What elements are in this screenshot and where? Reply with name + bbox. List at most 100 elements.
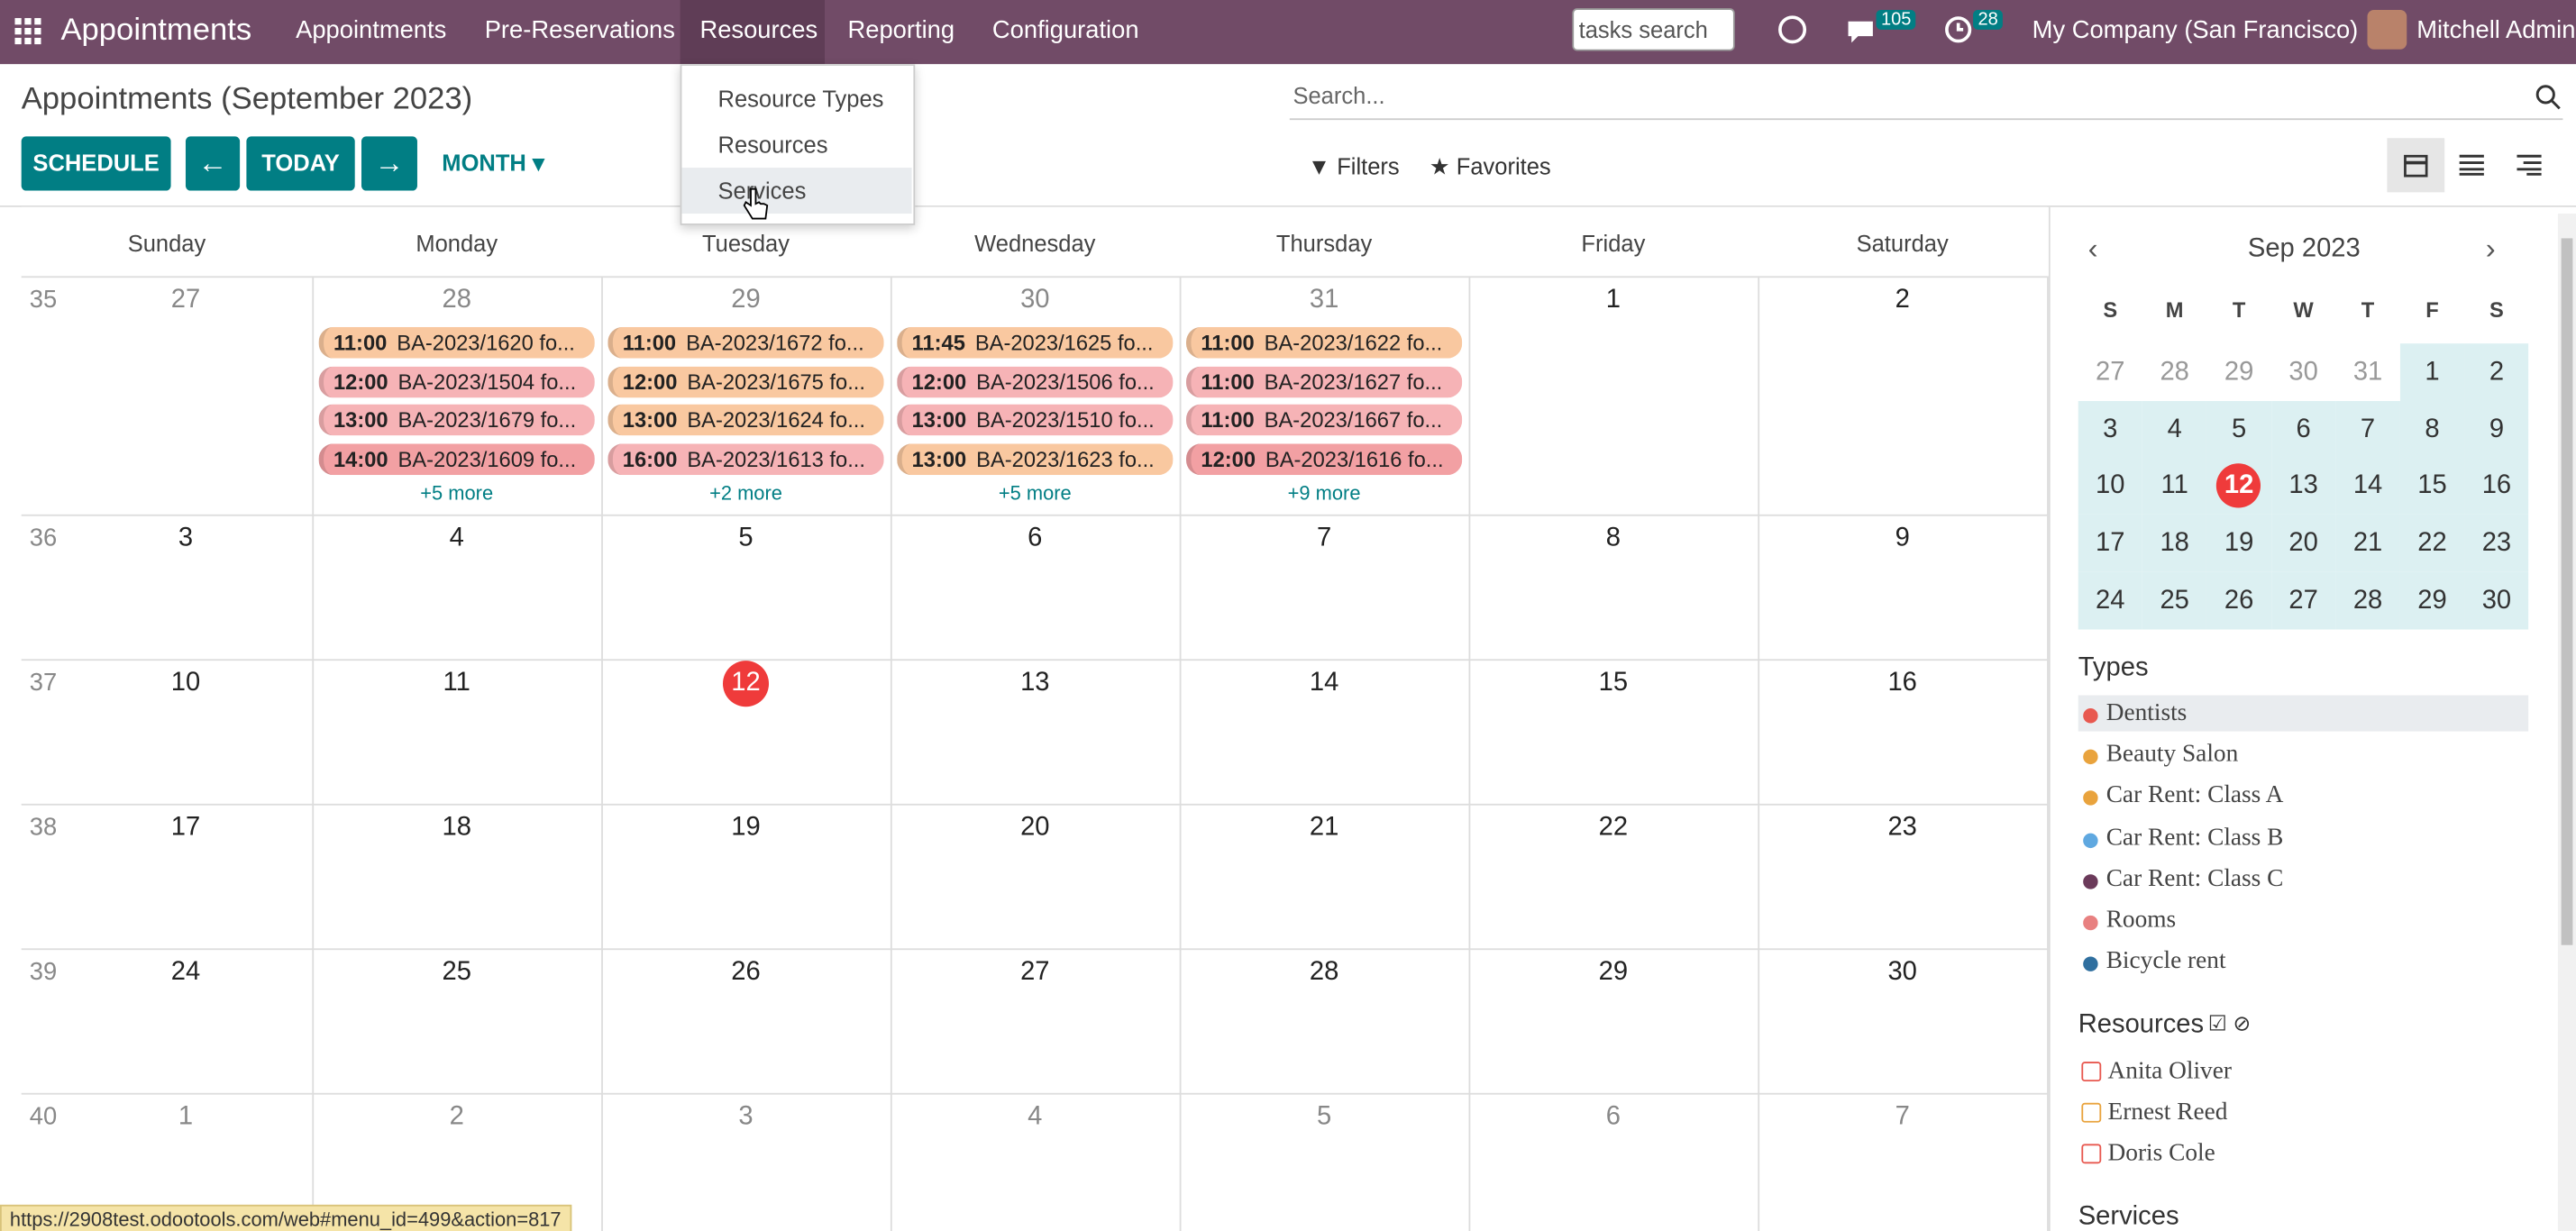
mini-day[interactable]: 25 bbox=[2160, 586, 2189, 615]
more-link[interactable]: +5 more bbox=[998, 481, 1072, 505]
day-number[interactable]: 3 bbox=[738, 1102, 754, 1131]
day-number[interactable]: 31 bbox=[1309, 286, 1339, 315]
day-number[interactable]: 6 bbox=[1028, 524, 1043, 552]
mini-day[interactable]: 8 bbox=[2425, 415, 2440, 443]
mini-day[interactable]: 1 bbox=[2425, 358, 2440, 387]
mini-day[interactable]: 23 bbox=[2481, 529, 2512, 558]
event[interactable]: 13:00 BA-2023/1624 fo... bbox=[607, 404, 884, 436]
day-number[interactable]: 21 bbox=[1309, 813, 1339, 842]
day-number[interactable]: 20 bbox=[1020, 813, 1050, 842]
day-number[interactable]: 30 bbox=[1887, 958, 1917, 987]
resource-checkbox[interactable] bbox=[2081, 1062, 2102, 1082]
mini-day[interactable]: 19 bbox=[2224, 529, 2254, 558]
day-number[interactable]: 12 bbox=[731, 669, 761, 698]
event[interactable]: 11:45 BA-2023/1625 fo... bbox=[897, 326, 1174, 359]
mini-day[interactable]: 20 bbox=[2288, 529, 2318, 558]
menu-item[interactable]: Reporting bbox=[847, 16, 955, 45]
mini-next[interactable]: › bbox=[2485, 232, 2496, 265]
dropdown-item[interactable]: Resources bbox=[717, 131, 828, 159]
menu-item[interactable]: Configuration bbox=[991, 16, 1139, 45]
mini-day[interactable]: 30 bbox=[2288, 358, 2318, 387]
day-number[interactable]: 10 bbox=[170, 669, 201, 698]
next-button[interactable]: → bbox=[361, 136, 417, 191]
activities-icon[interactable] bbox=[1943, 14, 1973, 44]
type-filter[interactable]: Car Rent: Class C bbox=[2106, 865, 2284, 892]
event[interactable]: 12:00 BA-2023/1506 fo... bbox=[897, 365, 1174, 397]
day-number[interactable]: 7 bbox=[1895, 1102, 1910, 1131]
menu-item[interactable]: Pre-Reservations bbox=[484, 16, 675, 45]
day-number[interactable]: 4 bbox=[1028, 1102, 1043, 1131]
type-filter[interactable]: Bicycle rent bbox=[2106, 948, 2226, 975]
mini-day[interactable]: 18 bbox=[2160, 529, 2189, 558]
mini-day[interactable]: 6 bbox=[2296, 415, 2311, 443]
day-number[interactable]: 2 bbox=[1895, 286, 1910, 315]
voip-icon[interactable] bbox=[1776, 14, 1808, 46]
more-link[interactable]: +9 more bbox=[1287, 481, 1361, 505]
event[interactable]: 16:00 BA-2023/1613 fo... bbox=[607, 442, 884, 475]
mini-day[interactable]: 10 bbox=[2096, 472, 2125, 501]
prev-button[interactable]: ← bbox=[185, 136, 241, 191]
mini-day[interactable]: 9 bbox=[2489, 415, 2505, 443]
avatar[interactable] bbox=[2367, 9, 2407, 50]
user[interactable]: Mitchell Admin bbox=[2416, 16, 2576, 45]
mini-day[interactable]: 30 bbox=[2481, 586, 2512, 615]
mini-day[interactable]: 16 bbox=[2481, 472, 2512, 501]
day-number[interactable]: 27 bbox=[170, 286, 201, 315]
resource-checkbox[interactable] bbox=[2081, 1144, 2102, 1164]
resource-filter[interactable]: Ernest Reed bbox=[2107, 1099, 2228, 1126]
day-number[interactable]: 8 bbox=[1605, 524, 1621, 552]
mini-day[interactable]: 12 bbox=[2224, 472, 2254, 501]
more-link[interactable]: +2 more bbox=[709, 481, 782, 505]
mini-day[interactable]: 3 bbox=[2103, 415, 2118, 443]
event[interactable]: 14:00 BA-2023/1609 fo... bbox=[318, 442, 595, 475]
mini-day[interactable]: 26 bbox=[2224, 586, 2254, 615]
scroll-thumb[interactable] bbox=[2561, 238, 2573, 945]
day-number[interactable]: 22 bbox=[1598, 813, 1629, 842]
event[interactable]: 11:00 BA-2023/1667 fo... bbox=[1185, 404, 1463, 436]
mini-day[interactable]: 11 bbox=[2160, 472, 2188, 501]
day-number[interactable]: 24 bbox=[170, 958, 201, 987]
event[interactable]: 12:00 BA-2023/1616 fo... bbox=[1185, 442, 1463, 475]
event[interactable]: 13:00 BA-2023/1510 fo... bbox=[897, 404, 1174, 436]
resource-filter[interactable]: Anita Oliver bbox=[2107, 1058, 2232, 1085]
list-view-icon[interactable] bbox=[2459, 154, 2484, 176]
filters-button[interactable]: ▼ Filters bbox=[1307, 152, 1400, 179]
mini-day[interactable]: 15 bbox=[2417, 472, 2447, 501]
event[interactable]: 11:00 BA-2023/1622 fo... bbox=[1185, 326, 1463, 359]
menu-item[interactable]: Appointments bbox=[296, 16, 447, 45]
mini-day[interactable]: 28 bbox=[2352, 586, 2383, 615]
day-number[interactable]: 17 bbox=[170, 813, 201, 842]
day-number[interactable]: 19 bbox=[731, 813, 761, 842]
day-number[interactable]: 25 bbox=[442, 958, 471, 987]
day-number[interactable]: 23 bbox=[1887, 813, 1917, 842]
scale-button[interactable]: MONTH ▾ bbox=[442, 149, 544, 177]
day-number[interactable]: 29 bbox=[731, 286, 761, 315]
company[interactable]: My Company (San Francisco) bbox=[2032, 16, 2359, 45]
menu-item[interactable]: Resources bbox=[699, 16, 818, 45]
event[interactable]: 12:00 BA-2023/1504 fo... bbox=[318, 365, 595, 397]
day-number[interactable]: 11 bbox=[443, 669, 470, 698]
calendar-view-active[interactable] bbox=[2387, 138, 2445, 193]
today-button[interactable]: TODAY bbox=[246, 136, 355, 191]
type-filter[interactable]: Rooms bbox=[2106, 907, 2177, 934]
day-number[interactable]: 4 bbox=[449, 524, 464, 552]
mini-day[interactable]: 29 bbox=[2224, 358, 2254, 387]
type-filter[interactable]: Car Rent: Class A bbox=[2106, 782, 2284, 810]
day-number[interactable]: 27 bbox=[1020, 958, 1050, 987]
day-number[interactable]: 28 bbox=[1309, 958, 1339, 987]
event[interactable]: 13:00 BA-2023/1679 fo... bbox=[318, 404, 595, 436]
mini-day[interactable]: 2 bbox=[2489, 358, 2505, 387]
search-icon[interactable] bbox=[2535, 84, 2561, 110]
day-number[interactable]: 15 bbox=[1598, 669, 1629, 698]
mini-day[interactable]: 14 bbox=[2352, 472, 2383, 501]
app-name[interactable]: Appointments bbox=[60, 13, 252, 48]
mini-day[interactable]: 29 bbox=[2417, 586, 2447, 615]
day-number[interactable]: 7 bbox=[1316, 524, 1332, 552]
day-number[interactable]: 5 bbox=[1316, 1102, 1332, 1131]
mini-day[interactable]: 28 bbox=[2160, 358, 2189, 387]
day-number[interactable]: 16 bbox=[1887, 669, 1917, 698]
search-input[interactable]: Search... bbox=[1293, 82, 1385, 109]
day-number[interactable]: 28 bbox=[442, 286, 471, 315]
type-filter[interactable]: Dentists bbox=[2106, 699, 2188, 727]
day-number[interactable]: 3 bbox=[178, 524, 194, 552]
